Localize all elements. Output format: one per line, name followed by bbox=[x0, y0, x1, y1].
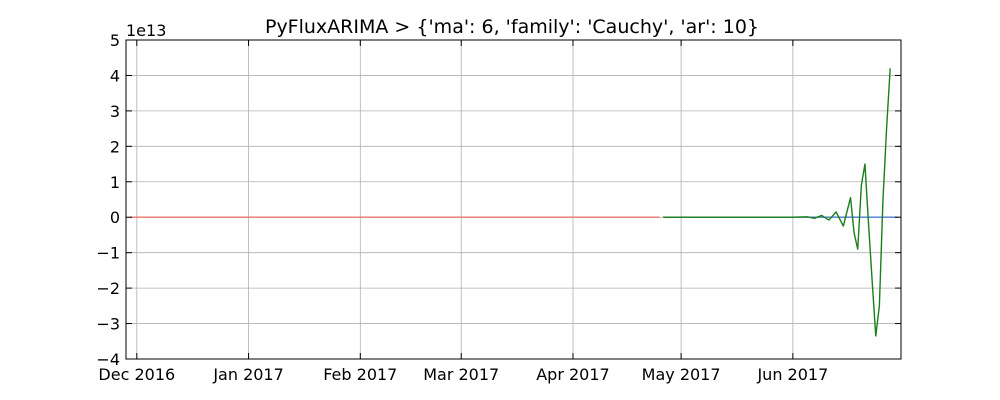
x-tick-label: May 2017 bbox=[642, 365, 721, 384]
x-tick-label: Jun 2017 bbox=[756, 365, 828, 384]
y-tick-label: 1 bbox=[110, 173, 120, 192]
y-tick-label: 0 bbox=[110, 208, 120, 227]
series-line-2 bbox=[663, 68, 891, 337]
plot-area: Dec 2016 Jan 2017 Feb 2017 Mar 2017 Apr 2017… bbox=[96, 31, 902, 384]
y-tick-label: −3 bbox=[96, 315, 120, 334]
x-tick-label: Dec 2016 bbox=[98, 365, 175, 384]
y-tick-label: −4 bbox=[96, 350, 120, 369]
y-tick-label: −2 bbox=[96, 279, 120, 298]
x-tick-label: Feb 2017 bbox=[323, 365, 397, 384]
y-tick-label: 4 bbox=[110, 66, 120, 85]
x-tick-label: Jan 2017 bbox=[212, 365, 283, 384]
y-tick-label: −1 bbox=[96, 244, 120, 263]
y-offset-label: 1e13 bbox=[126, 21, 166, 40]
y-tick-label: 3 bbox=[110, 102, 120, 121]
x-tick-label: Apr 2017 bbox=[536, 365, 609, 384]
y-tick-label: 5 bbox=[110, 31, 120, 50]
y-tick-label: 2 bbox=[110, 137, 120, 156]
chart-title: PyFluxARIMA > {'ma': 6, 'family': 'Cauch… bbox=[265, 16, 759, 38]
x-tick-label: Mar 2017 bbox=[423, 365, 499, 384]
axes-frame bbox=[125, 39, 902, 360]
